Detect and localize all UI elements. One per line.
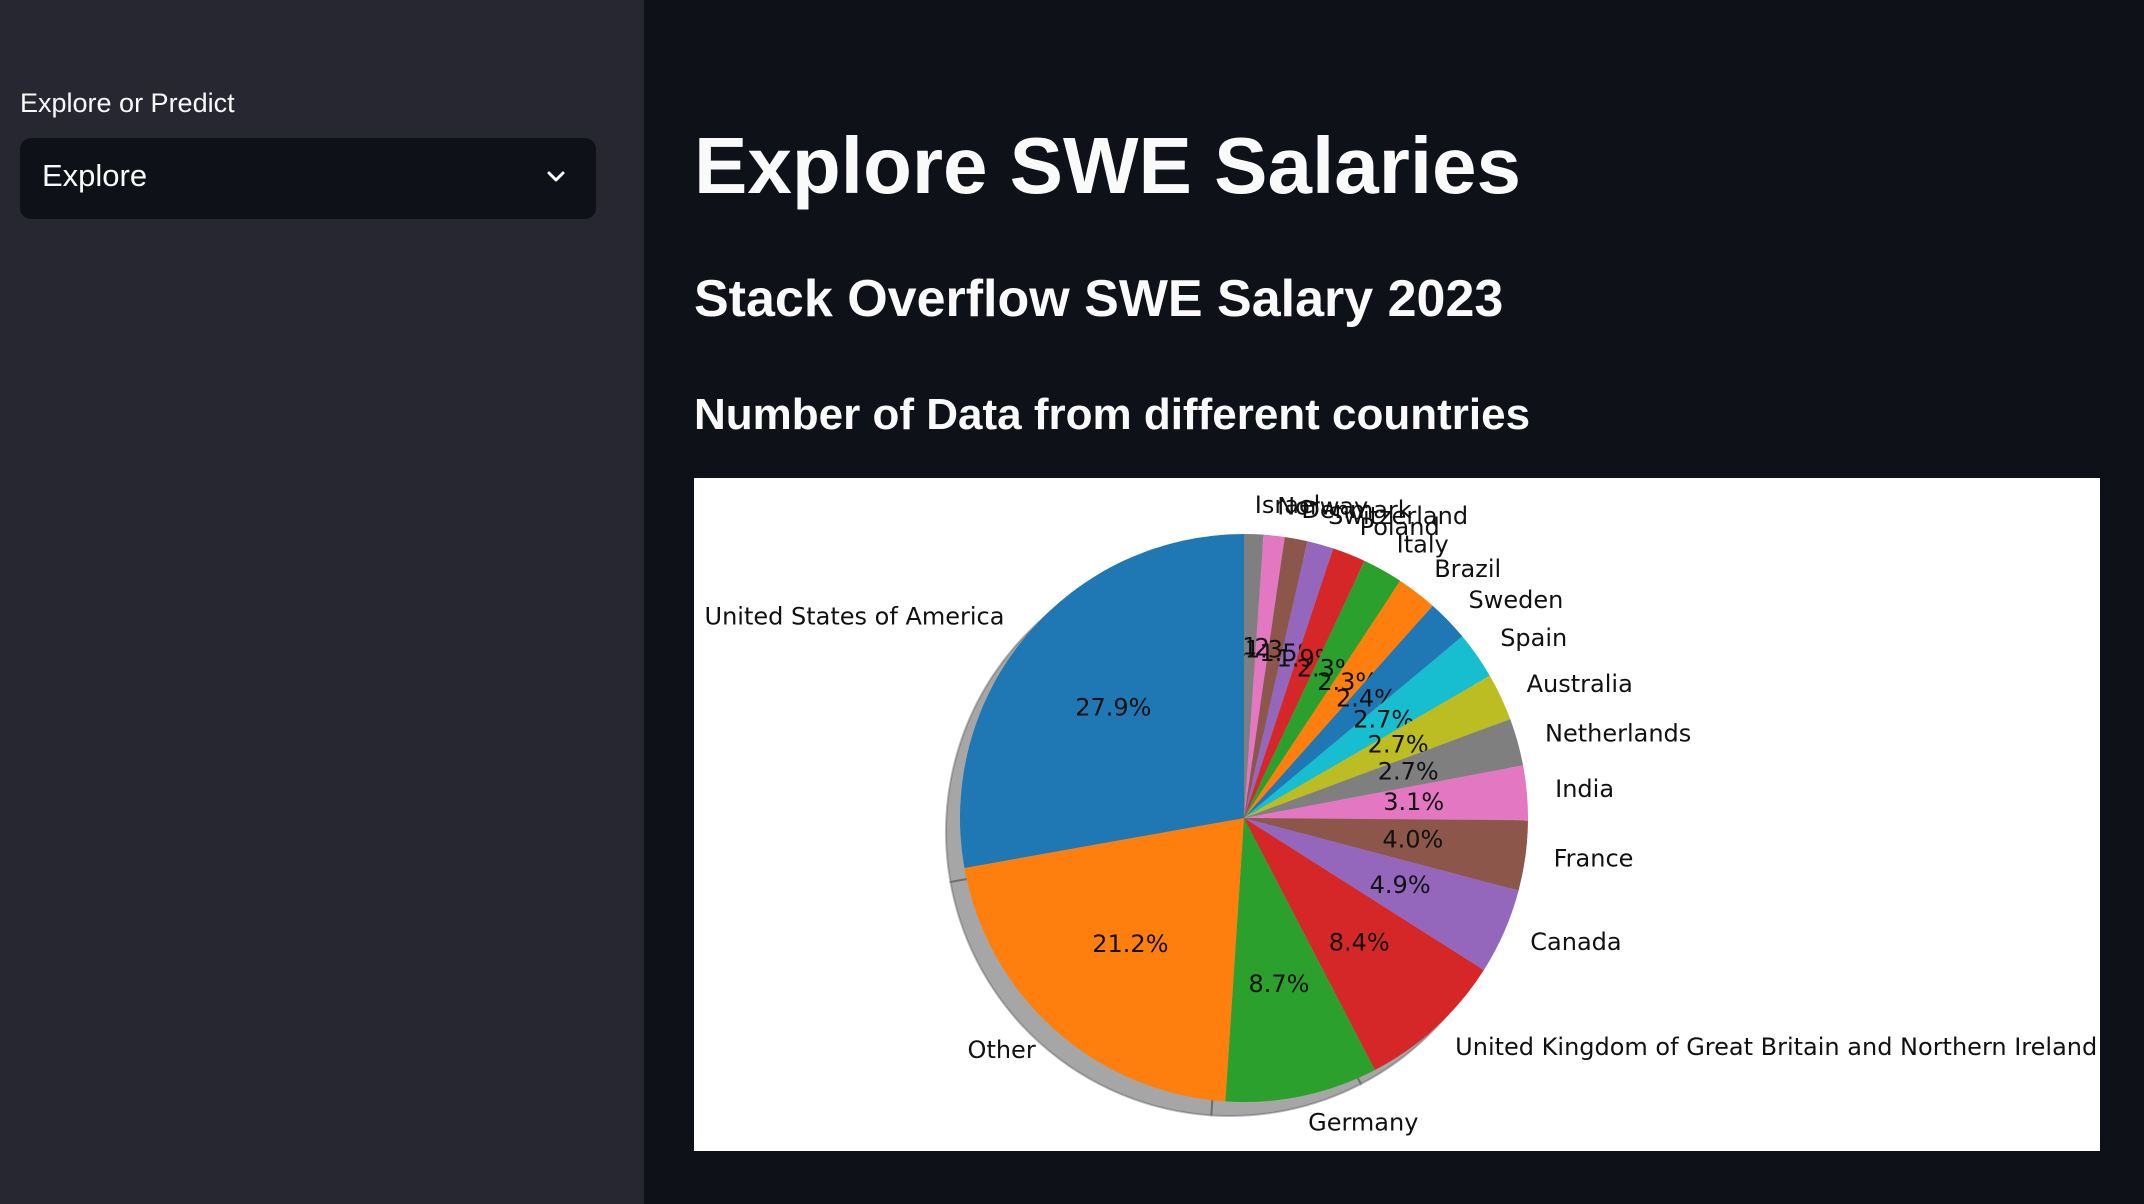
slice-percent-label: 8.4% (1329, 929, 1390, 957)
section-title: Number of Data from different countries (694, 390, 1531, 439)
pie-slice (1244, 636, 1490, 818)
slice-label: Denmark (1301, 496, 1411, 524)
pie-slice (1244, 765, 1528, 821)
pie-slice (1225, 818, 1375, 1102)
explore-predict-select[interactable]: Explore (20, 138, 596, 219)
pie-slice (1244, 548, 1365, 818)
slice-label: India (1555, 775, 1614, 803)
slice-label: Netherlands (1545, 719, 1691, 747)
pie-slice (1244, 675, 1511, 818)
pie-slice (1244, 534, 1264, 818)
slice-label: United States of America (705, 602, 1005, 630)
slice-percent-label: 27.9% (1075, 694, 1151, 722)
select-label: Explore or Predict (20, 88, 235, 118)
slice-label: Brazil (1434, 555, 1501, 583)
pie-slice (1244, 605, 1463, 818)
slice-label: Other (968, 1036, 1036, 1064)
pie-slice (1244, 534, 1285, 818)
page-subtitle: Stack Overflow SWE Salary 2023 (694, 270, 1504, 328)
pie-slice (1244, 818, 1484, 1071)
slice-label: Italy (1397, 530, 1449, 558)
slice-label: United Kingdom of Great Britain and Nort… (1455, 1033, 2097, 1061)
slice-label: Canada (1530, 928, 1621, 956)
slice-percent-label: 4.0% (1382, 826, 1443, 854)
pie-slice (1244, 536, 1308, 818)
pie-chart-svg: Israel1.1%Norway1.2%Denmark1.3%Switzerla… (705, 491, 2098, 1137)
slice-percent-label: 3.1% (1383, 788, 1444, 816)
slice-label: Germany (1308, 1109, 1418, 1137)
slice-label: Poland (1360, 513, 1440, 541)
slice-label: Switzerland (1328, 502, 1468, 530)
pie-slice (964, 818, 1244, 1102)
pie-slice (1244, 541, 1334, 818)
slice-label: Sweden (1469, 586, 1564, 614)
slice-label: Norway (1277, 492, 1368, 520)
slice-label: Spain (1500, 624, 1567, 652)
slice-percent-label: 8.7% (1248, 970, 1309, 998)
pie-slice (1244, 560, 1401, 818)
slice-label: Israel (1255, 491, 1321, 519)
pie-chart: Israel 1.1% Norway 1.2% Denmark 1.3% Switzerla… (694, 478, 2100, 1151)
sidebar: Explore or Predict Explore (0, 0, 644, 1204)
main-content: Explore SWE Salaries Stack Overflow SWE … (644, 0, 2144, 1204)
chevron-down-icon (547, 171, 565, 182)
slice-label: Australia (1527, 670, 1633, 698)
slice-percent-label: 4.9% (1370, 871, 1431, 899)
pie-slice (1244, 719, 1524, 818)
pie-slice (1244, 818, 1528, 891)
slice-percent-label: 2.7% (1378, 757, 1439, 785)
slice-percent-label: 21.2% (1092, 930, 1168, 958)
pie-slice (960, 534, 1244, 868)
slice-label: France (1554, 844, 1634, 872)
pie-slice (1244, 818, 1519, 971)
page-title: Explore SWE Salaries (694, 121, 1522, 210)
select-value: Explore (42, 158, 148, 193)
pie-slice (1244, 580, 1433, 818)
